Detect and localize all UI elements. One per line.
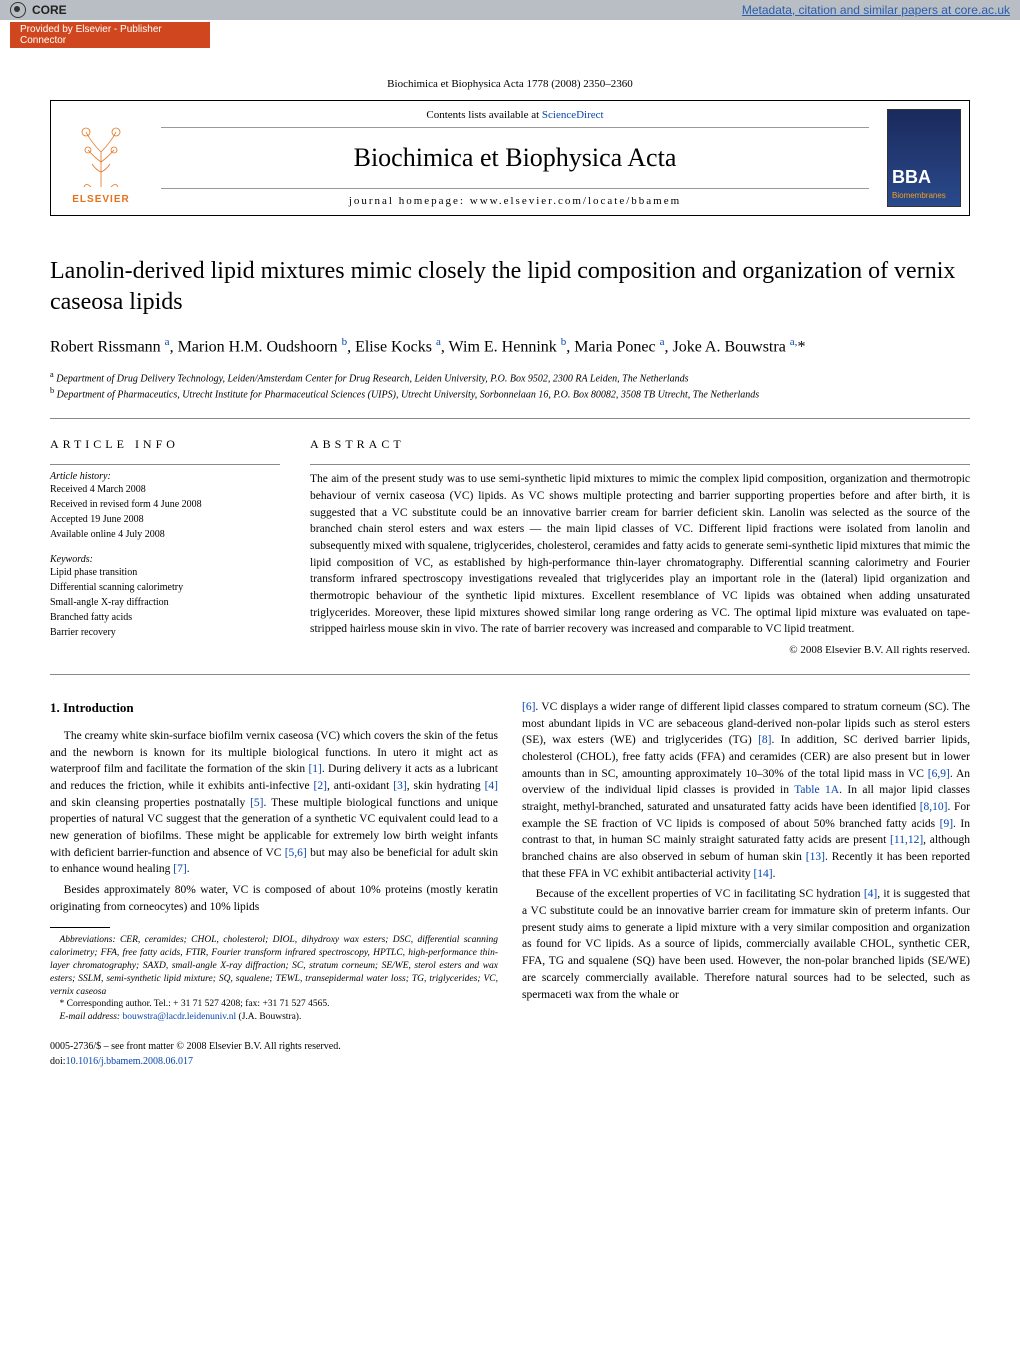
- article-title: Lanolin-derived lipid mixtures mimic clo…: [50, 256, 970, 318]
- abbreviations-footnote: Abbreviations: CER, ceramides; CHOL, cho…: [50, 934, 498, 998]
- history-line: Received 4 March 2008: [50, 482, 280, 497]
- doi-link[interactable]: 10.1016/j.bbamem.2008.06.017: [66, 1056, 194, 1067]
- journal-header-box: ELSEVIER Contents lists available at Sci…: [50, 100, 970, 216]
- intro-para-2: Besides approximately 80% water, VC is c…: [50, 882, 498, 915]
- keywords-block: Keywords: Lipid phase transitionDifferen…: [50, 554, 280, 640]
- divider: [310, 464, 970, 465]
- core-brand: CORE: [10, 2, 67, 18]
- right-column: [6]. VC displays a wider range of differ…: [522, 699, 970, 1069]
- affiliation-b-text: Department of Pharmaceutics, Utrecht Ins…: [57, 389, 759, 400]
- body-columns: 1. Introduction The creamy white skin-su…: [50, 699, 970, 1069]
- core-brand-text: CORE: [32, 3, 67, 17]
- homepage-line: journal homepage: www.elsevier.com/locat…: [161, 188, 869, 207]
- citation-link[interactable]: [11,12]: [890, 834, 923, 846]
- doi-prefix: doi:: [50, 1056, 66, 1067]
- core-banner: CORE Metadata, citation and similar pape…: [0, 0, 1020, 20]
- article-history-block: Article history: Received 4 March 2008Re…: [50, 471, 280, 542]
- intro-heading: 1. Introduction: [50, 699, 498, 718]
- citation-link[interactable]: [9]: [940, 818, 953, 830]
- divider: [50, 418, 970, 419]
- info-abstract-row: ARTICLE INFO Article history: Received 4…: [50, 437, 970, 656]
- homepage-url: www.elsevier.com/locate/bbamem: [470, 195, 681, 207]
- divider: [50, 464, 280, 465]
- doi-line: doi:10.1016/j.bbamem.2008.06.017: [50, 1055, 498, 1070]
- elsevier-logo: ELSEVIER: [51, 101, 151, 215]
- page-content: Biochimica et Biophysica Acta 1778 (2008…: [0, 48, 1020, 1099]
- abstract-heading: ABSTRACT: [310, 437, 970, 452]
- citation-link[interactable]: [8,10]: [920, 801, 948, 813]
- citation-link[interactable]: [1]: [308, 763, 321, 775]
- abstract-column: ABSTRACT The aim of the present study wa…: [310, 437, 970, 656]
- front-matter-line: 0005-2736/$ – see front matter © 2008 El…: [50, 1040, 498, 1055]
- authors-line: Robert Rissmann a, Marion H.M. Oudshoorn…: [50, 334, 970, 359]
- affiliation-b: b Department of Pharmaceutics, Utrecht I…: [50, 386, 970, 400]
- history-label: Article history:: [50, 471, 280, 482]
- abstract-text: The aim of the present study was to use …: [310, 471, 970, 638]
- citation-link[interactable]: [8]: [758, 734, 771, 746]
- keyword-line: Lipid phase transition: [50, 565, 280, 580]
- citation-link[interactable]: [3]: [393, 780, 406, 792]
- affiliation-a: a Department of Drug Delivery Technology…: [50, 370, 970, 384]
- provided-by-bar: Provided by Elsevier - Publisher Connect…: [10, 22, 210, 48]
- affiliation-a-text: Department of Drug Delivery Technology, …: [56, 373, 688, 384]
- contents-label: Contents lists available at: [426, 109, 541, 121]
- keyword-line: Barrier recovery: [50, 625, 280, 640]
- abbrev-text: Abbreviations: CER, ceramides; CHOL, cho…: [50, 935, 498, 996]
- journal-cover-image: [887, 109, 961, 207]
- email-footnote: E-mail address: bouwstra@lacdr.leidenuni…: [50, 1011, 498, 1024]
- contents-line: Contents lists available at ScienceDirec…: [161, 109, 869, 128]
- keyword-line: Branched fatty acids: [50, 610, 280, 625]
- keyword-line: Small-angle X-ray diffraction: [50, 595, 280, 610]
- left-column: 1. Introduction The creamy white skin-su…: [50, 699, 498, 1069]
- intro-para-1: The creamy white skin-surface biofilm ve…: [50, 728, 498, 878]
- right-para-2: Because of the excellent properties of V…: [522, 886, 970, 1003]
- journal-name: Biochimica et Biophysica Acta: [151, 131, 879, 185]
- sciencedirect-link[interactable]: ScienceDirect: [542, 109, 604, 121]
- right-para-1: [6]. VC displays a wider range of differ…: [522, 699, 970, 882]
- citation-line: Biochimica et Biophysica Acta 1778 (2008…: [50, 78, 970, 90]
- citation-link[interactable]: [7]: [173, 863, 186, 875]
- table-link[interactable]: Table 1A: [794, 784, 839, 796]
- journal-cover: [879, 101, 969, 215]
- citation-link[interactable]: [4]: [864, 888, 877, 900]
- citation-link[interactable]: [14]: [753, 868, 772, 880]
- citation-link[interactable]: [2]: [314, 780, 327, 792]
- email-label: E-mail address:: [60, 1012, 123, 1022]
- history-line: Accepted 19 June 2008: [50, 512, 280, 527]
- citation-link[interactable]: [5]: [250, 797, 263, 809]
- footnote-divider: [50, 927, 110, 928]
- citation-link[interactable]: [6]: [522, 701, 535, 713]
- email-suffix: (J.A. Bouwstra).: [236, 1012, 301, 1022]
- article-info-heading: ARTICLE INFO: [50, 437, 280, 452]
- keywords-label: Keywords:: [50, 554, 280, 565]
- citation-link[interactable]: [6,9]: [928, 768, 950, 780]
- elsevier-tree-icon: [66, 112, 136, 192]
- homepage-label: journal homepage:: [349, 195, 470, 207]
- keyword-line: Differential scanning calorimetry: [50, 580, 280, 595]
- corresponding-author-footnote: * Corresponding author. Tel.: + 31 71 52…: [50, 998, 498, 1011]
- abstract-copyright: © 2008 Elsevier B.V. All rights reserved…: [310, 644, 970, 656]
- elsevier-text: ELSEVIER: [72, 194, 129, 205]
- email-link[interactable]: bouwstra@lacdr.leidenuniv.nl: [122, 1012, 236, 1022]
- core-logo-icon: [10, 2, 26, 18]
- history-line: Received in revised form 4 June 2008: [50, 497, 280, 512]
- history-line: Available online 4 July 2008: [50, 527, 280, 542]
- doi-block: 0005-2736/$ – see front matter © 2008 El…: [50, 1040, 498, 1069]
- citation-link[interactable]: [13]: [806, 851, 825, 863]
- divider: [50, 674, 970, 675]
- citation-link[interactable]: [5,6]: [285, 847, 307, 859]
- article-info-column: ARTICLE INFO Article history: Received 4…: [50, 437, 280, 656]
- core-metadata-link[interactable]: Metadata, citation and similar papers at…: [742, 3, 1010, 17]
- citation-link[interactable]: [4]: [485, 780, 498, 792]
- core-link-wrap: Metadata, citation and similar papers at…: [742, 3, 1010, 17]
- header-middle: Contents lists available at ScienceDirec…: [151, 101, 879, 215]
